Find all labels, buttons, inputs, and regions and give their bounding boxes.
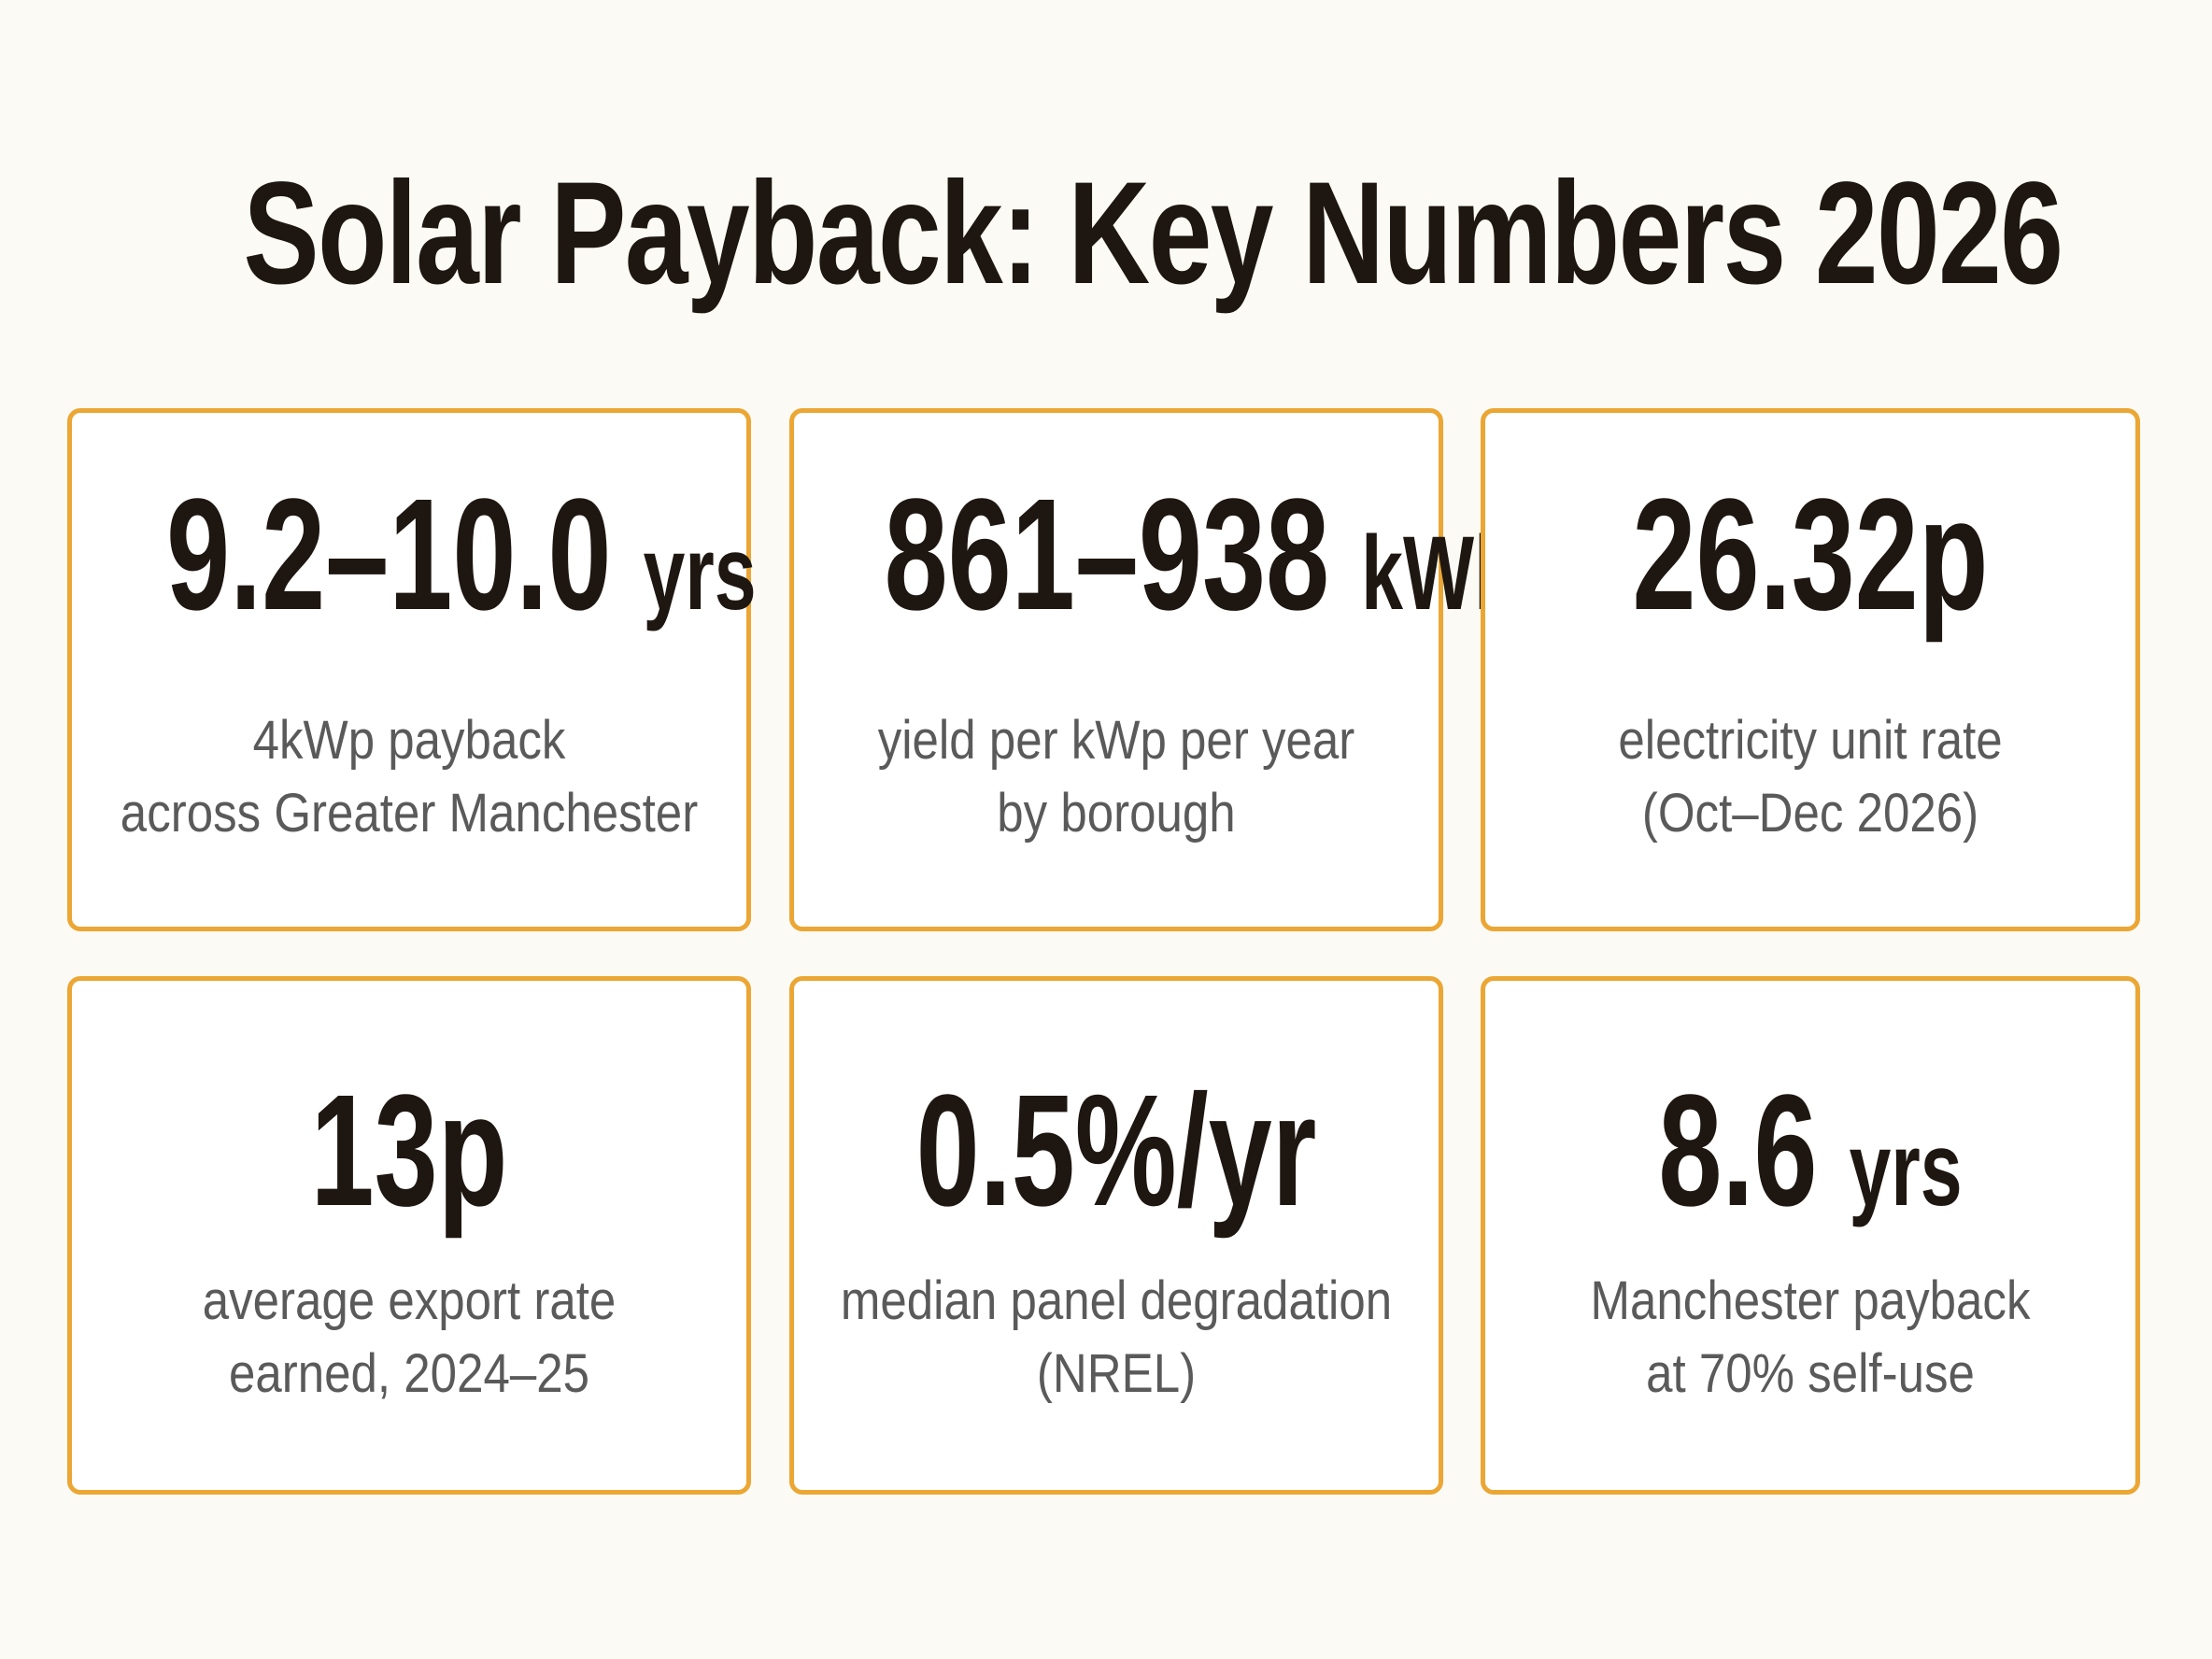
stat-description-line: average export rate xyxy=(202,1270,617,1331)
stat-unit: yrs xyxy=(1849,1111,1963,1227)
stat-unit: yrs xyxy=(643,515,757,631)
stat-value: 9.2–10.0 yrs xyxy=(166,471,757,658)
stat-number: 9.2–10.0 xyxy=(166,466,612,644)
stat-value: 0.5%/yr xyxy=(885,1067,1349,1235)
stat-card-yield: 861–938 kWh yield per kWp per year by bo… xyxy=(789,408,1521,931)
stat-description-line: Manchester payback xyxy=(1590,1270,2031,1331)
stat-description-line: at 70% self-use xyxy=(1646,1343,1975,1404)
stat-description: 4kWp payback across Greater Manchester xyxy=(112,704,705,850)
stat-description: electricity unit rate (Oct–Dec 2026) xyxy=(1524,704,2096,850)
stat-card-degradation: 0.5%/yr median panel degradation (NREL) xyxy=(789,976,1443,1495)
stat-number: 0.5%/yr xyxy=(915,1062,1317,1240)
stat-description-line: yield per kWp per year xyxy=(877,710,1355,771)
stat-value: 861–938 kWh xyxy=(885,471,1521,658)
stat-card-payback-range: 9.2–10.0 yrs 4kWp payback across Greater… xyxy=(67,408,757,931)
stat-description-line: 4kWp payback xyxy=(252,710,566,771)
stat-number: 13p xyxy=(310,1062,508,1240)
stat-card-export-rate: 13p average export rate earned, 2024–25 xyxy=(67,976,751,1495)
stat-description-line: across Greater Manchester xyxy=(120,783,699,844)
stat-description-line: median panel degradation xyxy=(840,1270,1393,1331)
stat-description-line: (Oct–Dec 2026) xyxy=(1641,783,1979,844)
stat-description: average export rate earned, 2024–25 xyxy=(112,1265,705,1411)
stat-value: 26.32p xyxy=(1576,471,2044,639)
stat-description: Manchester payback at 70% self-use xyxy=(1524,1265,2096,1411)
stat-description-line: by borough xyxy=(997,783,1236,844)
stat-description: median panel degradation (NREL) xyxy=(832,1265,1399,1411)
stat-value: 8.6 yrs xyxy=(1576,1067,2044,1254)
stat-card-unit-rate: 26.32p electricity unit rate (Oct–Dec 20… xyxy=(1481,408,2140,931)
stat-number: 861–938 xyxy=(884,466,1330,644)
stat-description-line: (NREL) xyxy=(1036,1343,1197,1404)
stat-value: 13p xyxy=(166,1067,652,1235)
stat-description-line: earned, 2024–25 xyxy=(229,1343,589,1404)
stat-description: yield per kWp per year by borough xyxy=(832,704,1399,850)
stat-number: 26.32p xyxy=(1632,466,1989,644)
stat-number: 8.6 xyxy=(1658,1062,1818,1240)
stat-card-manchester-payback: 8.6 yrs Manchester payback at 70% self-u… xyxy=(1481,976,2140,1495)
stat-description-line: electricity unit rate xyxy=(1618,710,2003,771)
page-title: Solar Payback: Key Numbers 2026 xyxy=(243,152,2063,315)
